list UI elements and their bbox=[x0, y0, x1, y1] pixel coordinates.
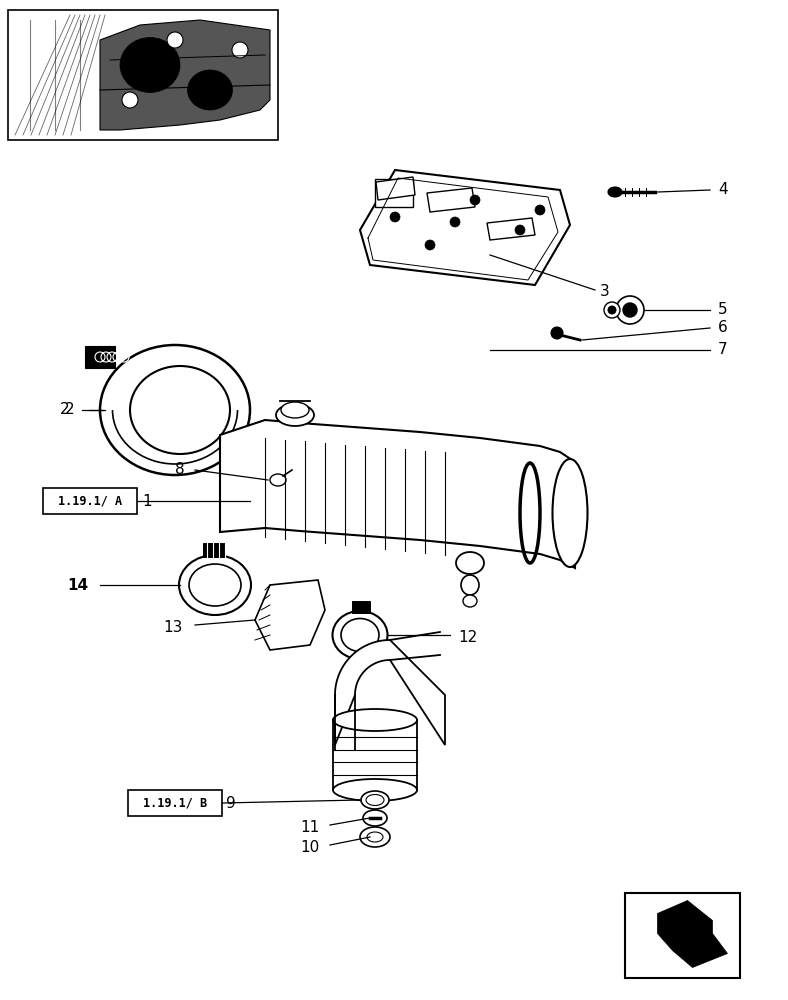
Circle shape bbox=[616, 296, 644, 324]
Ellipse shape bbox=[456, 552, 484, 574]
Polygon shape bbox=[220, 420, 575, 568]
Circle shape bbox=[390, 212, 400, 222]
Text: 14: 14 bbox=[67, 578, 88, 592]
Bar bbox=[203, 543, 225, 557]
Polygon shape bbox=[100, 20, 270, 130]
Circle shape bbox=[470, 195, 480, 205]
Polygon shape bbox=[335, 640, 445, 745]
Ellipse shape bbox=[361, 791, 389, 809]
Polygon shape bbox=[360, 170, 570, 285]
Bar bbox=[8, 10, 278, 140]
Polygon shape bbox=[255, 580, 325, 650]
Ellipse shape bbox=[100, 345, 250, 475]
Bar bbox=[352, 601, 370, 613]
Ellipse shape bbox=[463, 595, 477, 607]
Ellipse shape bbox=[341, 618, 379, 652]
Polygon shape bbox=[487, 218, 535, 240]
Text: 2: 2 bbox=[61, 402, 70, 418]
Bar bbox=[625, 893, 740, 978]
Ellipse shape bbox=[366, 794, 384, 806]
Text: 2: 2 bbox=[65, 402, 75, 418]
Ellipse shape bbox=[608, 187, 622, 197]
Ellipse shape bbox=[189, 564, 241, 606]
Polygon shape bbox=[376, 177, 415, 200]
Bar bbox=[375, 179, 413, 207]
Ellipse shape bbox=[270, 474, 286, 486]
Text: 1.19.1/ B: 1.19.1/ B bbox=[143, 796, 207, 810]
Ellipse shape bbox=[552, 459, 588, 567]
Text: 3: 3 bbox=[600, 284, 610, 300]
Text: 6: 6 bbox=[718, 320, 728, 336]
Text: 9: 9 bbox=[226, 796, 236, 810]
Bar bbox=[85, 346, 115, 368]
FancyBboxPatch shape bbox=[128, 790, 222, 816]
Polygon shape bbox=[657, 900, 727, 968]
Ellipse shape bbox=[333, 611, 388, 659]
Circle shape bbox=[535, 205, 545, 215]
Ellipse shape bbox=[120, 37, 180, 93]
FancyBboxPatch shape bbox=[43, 488, 137, 514]
Ellipse shape bbox=[179, 555, 251, 615]
Text: 5: 5 bbox=[718, 302, 727, 318]
Ellipse shape bbox=[333, 709, 417, 731]
Circle shape bbox=[551, 327, 563, 339]
Ellipse shape bbox=[281, 402, 309, 418]
Circle shape bbox=[608, 306, 616, 314]
Ellipse shape bbox=[130, 366, 230, 454]
Text: 1: 1 bbox=[142, 493, 151, 508]
Ellipse shape bbox=[333, 779, 417, 801]
Ellipse shape bbox=[188, 70, 232, 110]
Circle shape bbox=[623, 303, 637, 317]
Text: 4: 4 bbox=[718, 182, 727, 198]
Circle shape bbox=[450, 217, 460, 227]
Circle shape bbox=[425, 240, 435, 250]
Text: 10: 10 bbox=[301, 840, 320, 856]
Circle shape bbox=[122, 92, 138, 108]
Text: 7: 7 bbox=[718, 342, 727, 358]
Ellipse shape bbox=[363, 810, 387, 826]
Ellipse shape bbox=[461, 575, 479, 595]
Text: 13: 13 bbox=[164, 619, 183, 635]
Text: 8: 8 bbox=[176, 462, 185, 478]
Circle shape bbox=[604, 302, 620, 318]
Ellipse shape bbox=[360, 827, 390, 847]
Ellipse shape bbox=[276, 404, 314, 426]
Circle shape bbox=[167, 32, 183, 48]
Text: 1.19.1/ A: 1.19.1/ A bbox=[58, 494, 122, 508]
Text: 11: 11 bbox=[301, 820, 320, 836]
Polygon shape bbox=[427, 188, 475, 212]
Circle shape bbox=[515, 225, 525, 235]
Text: 12: 12 bbox=[458, 630, 478, 645]
Circle shape bbox=[232, 42, 248, 58]
Ellipse shape bbox=[367, 832, 383, 842]
